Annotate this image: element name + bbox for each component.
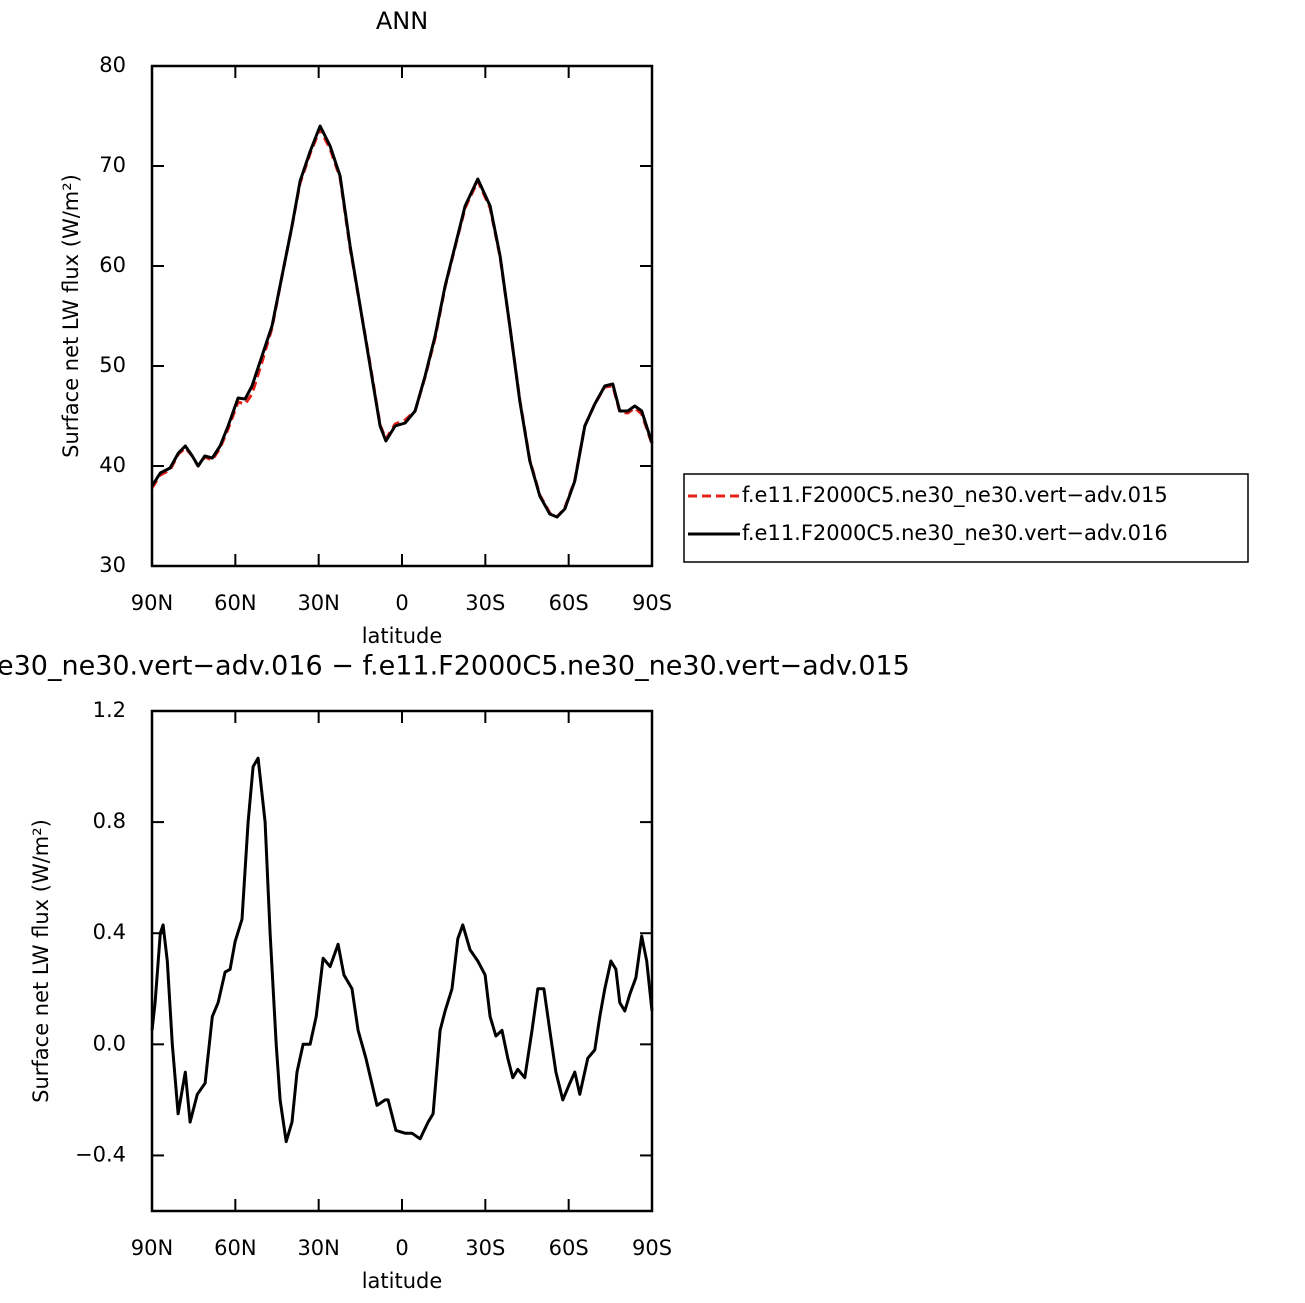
plot-frame: [150, 709, 654, 1213]
y-tick-label: 80: [99, 53, 126, 77]
plot-frame: [150, 64, 654, 568]
y-tick-label: 60: [99, 253, 126, 277]
chart-title: e30_ne30.vert−adv.016 − f.e11.F2000C5.ne…: [0, 651, 910, 682]
x-axis-label: latitude: [362, 1269, 443, 1293]
data-line: [150, 124, 654, 519]
y-axis-label: Surface net LW flux (W/m²): [29, 819, 53, 1103]
x-tick-label: 30N: [297, 591, 339, 615]
x-tick-label: 90S: [632, 1236, 672, 1260]
data-line: [150, 127, 654, 519]
x-tick-label: 30N: [297, 1236, 339, 1260]
y-tick-label: 30: [99, 553, 126, 577]
x-tick-label: 60S: [549, 1236, 589, 1260]
x-tick-label: 60N: [214, 1236, 256, 1260]
y-tick-label: 0.8: [93, 809, 126, 833]
data-line: [150, 756, 654, 1144]
x-tick-label: 30S: [465, 1236, 505, 1260]
x-tick-label: 0: [395, 1236, 408, 1260]
y-tick-label: 1.2: [93, 698, 126, 722]
x-tick-label: 90N: [131, 1236, 173, 1260]
x-tick-label: 60S: [549, 591, 589, 615]
x-tick-label: 90N: [131, 591, 173, 615]
legend-box: [683, 473, 1249, 563]
y-tick-label: 40: [99, 453, 126, 477]
chart-title: ANN: [376, 7, 428, 35]
x-tick-label: 90S: [632, 591, 672, 615]
x-tick-label: 60N: [214, 591, 256, 615]
y-tick-label: 70: [99, 153, 126, 177]
x-axis-label: latitude: [362, 624, 443, 648]
x-tick-label: 0: [395, 591, 408, 615]
y-tick-label: −0.4: [75, 1142, 126, 1166]
legend-label: f.e11.F2000C5.ne30_ne30.vert−adv.016: [742, 521, 1168, 546]
y-tick-label: 50: [99, 353, 126, 377]
legend-label: f.e11.F2000C5.ne30_ne30.vert−adv.015: [742, 483, 1168, 508]
y-tick-label: 0.0: [93, 1031, 126, 1055]
x-tick-label: 30S: [465, 591, 505, 615]
y-axis-label: Surface net LW flux (W/m²): [59, 174, 83, 458]
y-tick-label: 0.4: [93, 920, 126, 944]
